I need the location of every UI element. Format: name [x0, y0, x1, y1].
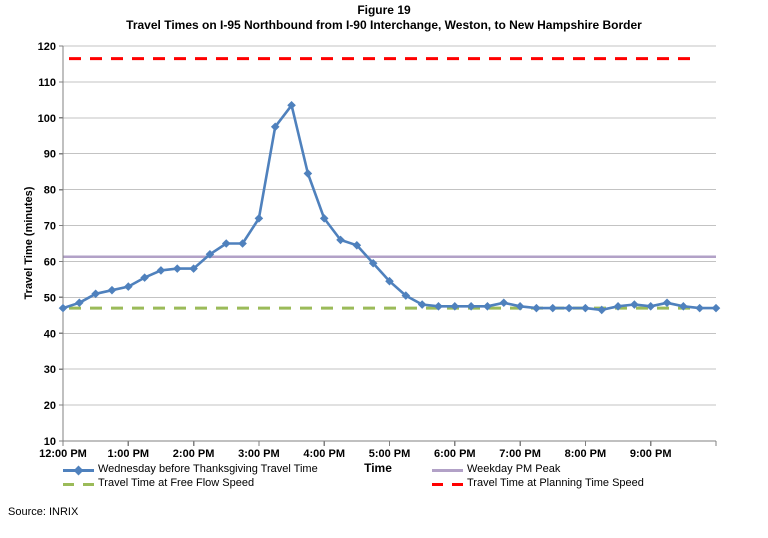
diamond-marker-icon	[401, 291, 411, 300]
diamond-marker-icon	[287, 100, 296, 110]
diamond-marker-icon	[499, 298, 509, 308]
diamond-marker-icon	[221, 239, 231, 248]
source-credit: Source: INRIX	[8, 506, 79, 518]
legend-swatch-travel-time-line-icon	[63, 464, 94, 476]
diamond-marker-icon	[646, 302, 655, 311]
legend-swatch-free-flow-dash-icon	[63, 478, 94, 490]
y-axis-title: Travel Time (minutes)	[23, 186, 35, 300]
diamond-marker-icon	[140, 273, 149, 282]
data-point-markers	[58, 100, 721, 315]
diamond-marker-icon	[303, 169, 313, 178]
figure-number: Figure 19	[357, 3, 411, 17]
diamond-marker-icon	[156, 266, 166, 275]
x-tick-label: 5:00 PM	[369, 448, 411, 460]
x-tick-label: 4:00 PM	[303, 448, 345, 460]
x-tick-label: 9:00 PM	[630, 448, 672, 460]
legend-item-travel-time: Wednesday before Thanksgiving Travel Tim…	[63, 463, 318, 477]
diamond-marker-icon	[662, 298, 672, 308]
y-tick-label: 70	[44, 221, 56, 233]
diamond-marker-icon	[466, 302, 476, 311]
x-tick-label: 6:00 PM	[434, 448, 476, 460]
diamond-marker-icon	[564, 303, 574, 313]
gridlines	[63, 45, 716, 406]
y-tick-label: 20	[44, 400, 56, 412]
legend-item-planning-time: Travel Time at Planning Time Speed	[432, 477, 644, 491]
x-axis-title: Time	[364, 461, 392, 475]
y-tick-label: 80	[44, 185, 56, 197]
chart-title: Travel Times on I-95 Northbound from I-9…	[126, 18, 642, 32]
diamond-marker-icon	[270, 122, 280, 132]
y-tick-label: 90	[44, 149, 56, 161]
x-tick-label: 8:00 PM	[565, 448, 607, 460]
diamond-marker-icon	[205, 249, 215, 259]
diamond-marker-icon	[548, 303, 558, 313]
y-tick-label: 110	[38, 77, 56, 89]
legend-label-free-flow: Travel Time at Free Flow Speed	[98, 477, 255, 489]
diamond-marker-icon	[483, 302, 492, 311]
y-tick-label: 120	[38, 41, 56, 53]
diamond-marker-icon	[254, 214, 264, 223]
y-tick-label: 40	[44, 328, 56, 340]
legend-label-travel-time: Wednesday before Thanksgiving Travel Tim…	[98, 463, 318, 475]
diamond-marker-icon	[189, 264, 198, 273]
diamond-marker-icon	[630, 300, 639, 309]
diamond-marker-icon	[352, 240, 362, 250]
y-tick-label: 60	[44, 256, 56, 268]
x-tick-label: 3:00 PM	[238, 448, 280, 460]
diamond-marker-icon	[91, 289, 100, 299]
y-tick-label: 10	[44, 436, 56, 448]
diamond-marker-icon	[417, 300, 427, 309]
diamond-marker-icon	[581, 303, 590, 313]
diamond-marker-icon	[515, 302, 525, 311]
diamond-marker-icon	[385, 276, 394, 286]
diamond-marker-icon	[107, 285, 117, 295]
diamond-marker-icon	[597, 305, 607, 315]
title-block: Figure 19 Travel Times on I-95 Northboun…	[0, 3, 768, 33]
diamond-marker-icon	[319, 214, 329, 223]
legend-diamond-marker-icon	[73, 465, 84, 475]
axes	[59, 45, 717, 446]
legend-line-sample	[63, 482, 94, 486]
x-tick-label: 1:00 PM	[108, 448, 150, 460]
tick-labels: 10 20 30 40 50 60 70 80 90 100 110 120 12:00 PM 1:00 …	[38, 41, 672, 460]
legend-label-planning-time: Travel Time at Planning Time Speed	[467, 477, 644, 489]
diamond-marker-icon	[679, 302, 688, 311]
diamond-marker-icon	[368, 258, 378, 268]
diamond-marker-icon	[711, 303, 721, 313]
diamond-marker-icon	[695, 303, 704, 313]
legend-item-pm-peak: Weekday PM Peak	[432, 463, 560, 477]
diamond-marker-icon	[336, 235, 345, 245]
legend-label-pm-peak: Weekday PM Peak	[467, 463, 561, 475]
diamond-marker-icon	[58, 303, 68, 313]
diamond-marker-icon	[124, 282, 133, 291]
diamond-marker-icon	[238, 239, 247, 248]
legend-item-free-flow: Travel Time at Free Flow Speed	[63, 477, 254, 491]
legend-swatch-pm-peak-line-icon	[432, 464, 463, 476]
x-tick-label: 2:00 PM	[173, 448, 215, 460]
legend-swatch-planning-time-dash-icon	[432, 478, 463, 490]
y-tick-label: 30	[44, 364, 56, 376]
y-tick-label: 50	[44, 292, 56, 304]
diamond-marker-icon	[75, 298, 84, 308]
diamond-marker-icon	[532, 303, 541, 313]
legend-line-sample	[432, 482, 463, 486]
diamond-marker-icon	[434, 302, 443, 311]
x-tick-label: 12:00 PM	[39, 448, 87, 460]
diamond-marker-icon	[172, 264, 182, 273]
diamond-marker-icon	[613, 302, 623, 311]
y-tick-label: 100	[38, 113, 56, 125]
x-tick-label: 7:00 PM	[499, 448, 541, 460]
legend-line-sample	[432, 468, 463, 472]
diamond-marker-icon	[450, 302, 460, 311]
